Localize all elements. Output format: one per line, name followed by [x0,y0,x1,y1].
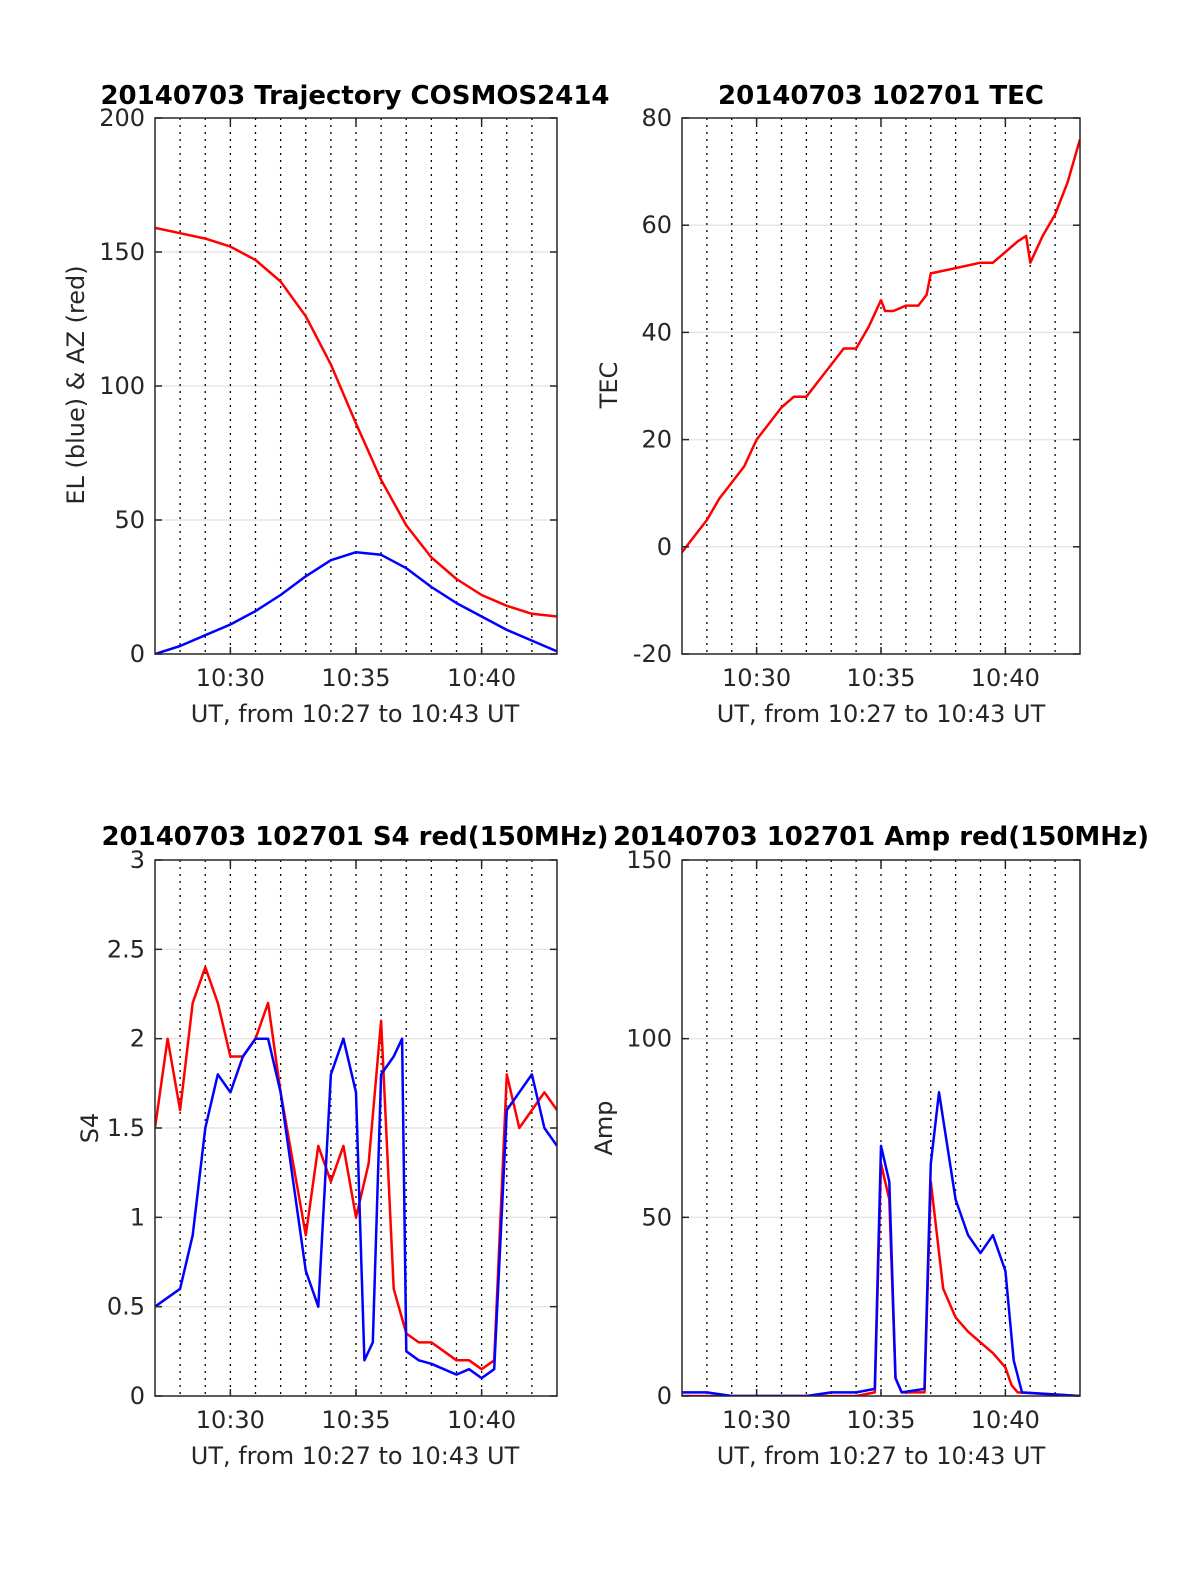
y-tick-label: 0.5 [107,1293,145,1321]
x-tick-label: 10:40 [971,664,1040,692]
panel-trajectory: 20140703 Trajectory COSMOS2414 0 50 100 150… [62,81,610,728]
y-tick-label: 60 [641,211,672,239]
panel-s4: 20140703 102701 S4 red(150MHz) 0 0.5 1 1.5 2… [76,822,609,1470]
series-line [155,1037,557,1380]
y-tick-label: 0 [130,640,145,668]
y-tick-label: 1 [130,1203,145,1231]
y-tick-label: 100 [99,372,145,400]
y-tick-label: 0 [130,1382,145,1410]
x-tick-label: 10:30 [196,664,265,692]
x-tick-label: 10:35 [846,664,915,692]
x-tick-label: 10:30 [722,1406,791,1434]
y-tick-label: 0 [657,1382,672,1410]
y-axis-label: EL (blue) & AZ (red) [62,265,90,504]
x-tick-label: 10:35 [321,1406,390,1434]
x-tick-label: 10:35 [846,1406,915,1434]
x-tick-label: 10:30 [722,664,791,692]
y-tick-label: 0 [657,533,672,561]
series-line [155,965,557,1371]
x-tick-label: 10:40 [447,1406,516,1434]
y-tick-label: 200 [99,104,145,132]
chart-title: 20140703 102701 TEC [718,81,1044,111]
y-tick-label: 50 [114,506,145,534]
panel-amp: 20140703 102701 Amp red(150MHz) 0 50 100 15… [590,822,1149,1470]
x-axis-label: UT, from 10:27 to 10:43 UT [717,1442,1046,1470]
chart-title: 20140703 102701 Amp red(150MHz) [613,822,1149,852]
y-tick-label: 1.5 [107,1114,145,1142]
chart-title: 20140703 102701 S4 red(150MHz) [101,822,608,852]
y-tick-label: 150 [626,846,672,874]
y-tick-label: 40 [641,318,672,346]
x-axis-label: UT, from 10:27 to 10:43 UT [191,1442,520,1470]
y-axis-label: Amp [590,1100,618,1155]
x-tick-label: 10:35 [321,664,390,692]
y-tick-label: 2 [130,1025,145,1053]
y-tick-label: 50 [641,1203,672,1231]
x-tick-label: 10:40 [971,1406,1040,1434]
x-axis-label: UT, from 10:27 to 10:43 UT [191,700,520,728]
y-axis-label: TEC [595,362,623,410]
series-line [682,1091,1080,1396]
y-tick-label: 80 [641,104,672,132]
series-line [155,226,557,618]
y-tick-label: 150 [99,238,145,266]
series-line [155,550,557,654]
x-tick-label: 10:40 [447,664,516,692]
series-line [682,139,1080,553]
panel-tec: 20140703 102701 TEC -20 0 20 40 60 80 10:30 10:… [595,81,1081,728]
y-tick-label: 3 [130,846,145,874]
y-tick-label: -20 [633,640,672,668]
y-axis-label: S4 [76,1113,104,1144]
y-tick-label: 2.5 [107,935,145,963]
chart-title: 20140703 Trajectory COSMOS2414 [100,81,609,111]
y-tick-label: 100 [626,1025,672,1053]
x-axis-label: UT, from 10:27 to 10:43 UT [717,700,1046,728]
y-tick-label: 20 [641,426,672,454]
x-tick-label: 10:30 [196,1406,265,1434]
